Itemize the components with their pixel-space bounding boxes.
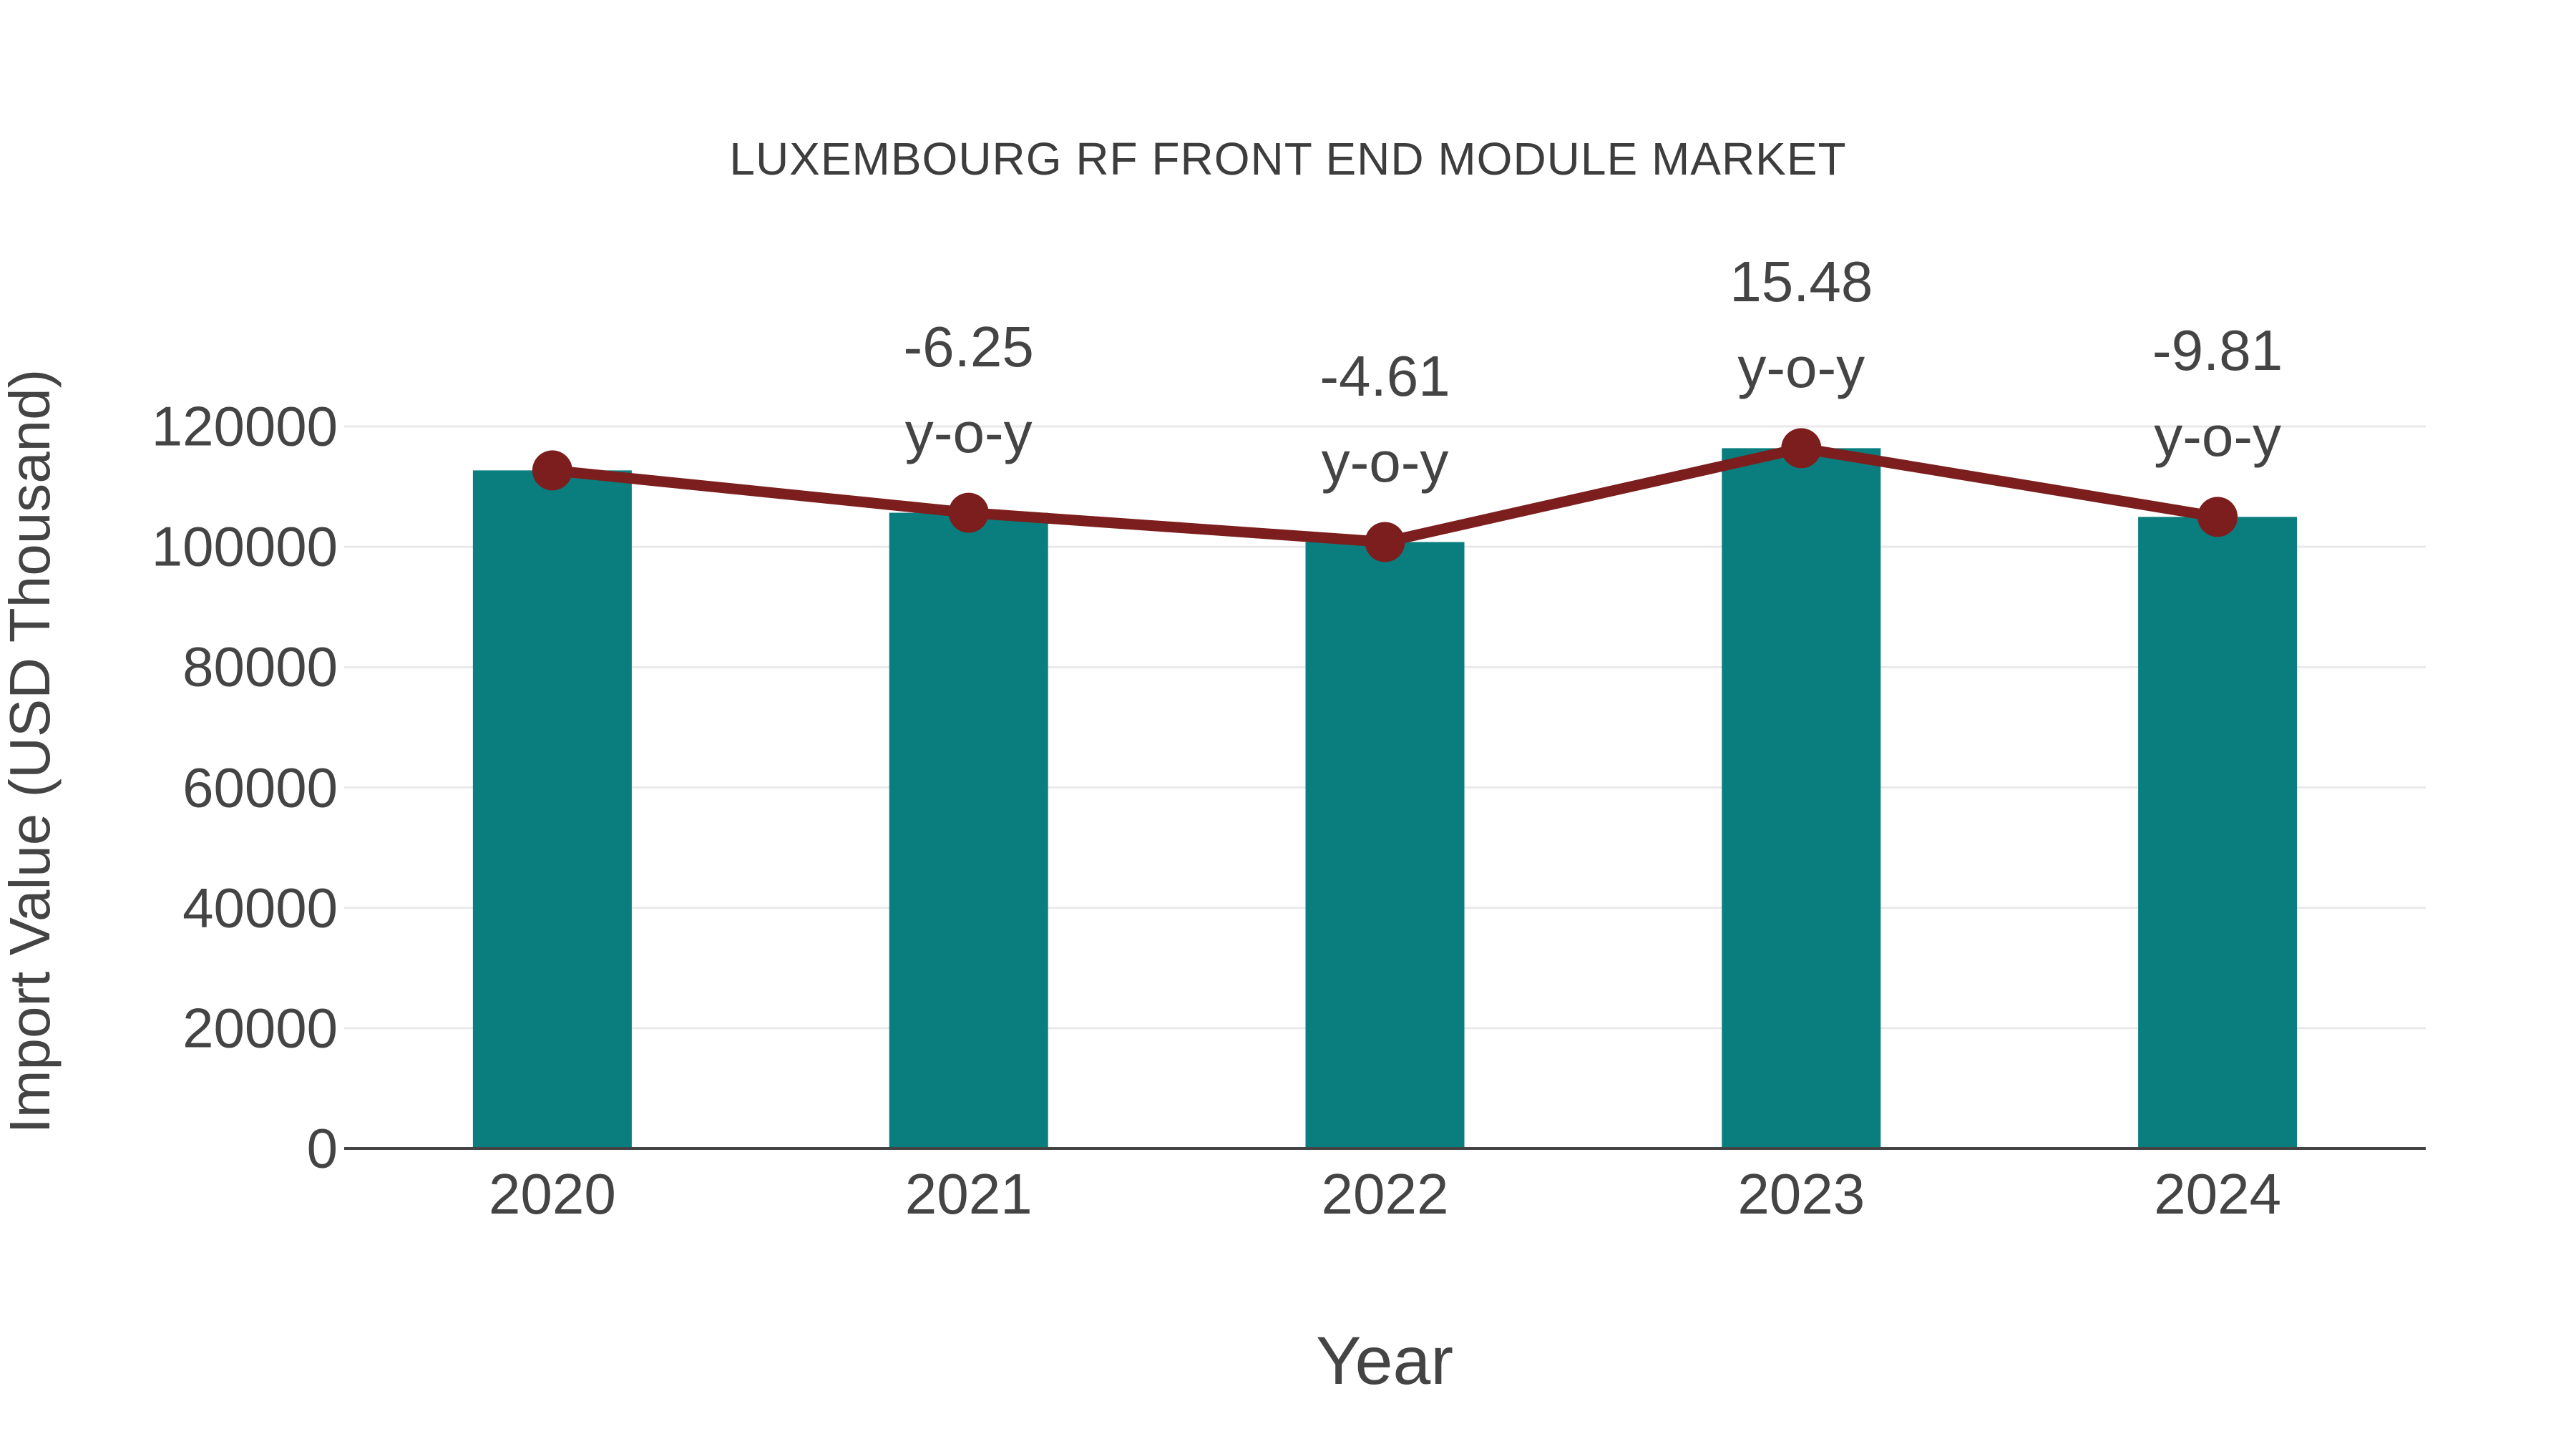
yoy-annotation-2021: -6.25 y-o-y xyxy=(904,304,1034,476)
yoy-value: -9.81 xyxy=(2152,318,2283,383)
trend-marker-2024 xyxy=(2197,497,2238,537)
y-axis-title: Import Value (USD Thousand) xyxy=(0,369,62,1134)
y-tick-label-120000: 120000 xyxy=(151,394,338,458)
y-tick-label-80000: 80000 xyxy=(182,635,338,698)
trend-marker-2023 xyxy=(1781,428,1822,469)
y-tick-label-0: 0 xyxy=(306,1116,338,1180)
chart-title: LUXEMBOURG RF FRONT END MODULE MARKET xyxy=(729,133,1847,185)
yoy-annotation-2024: -9.81 y-o-y xyxy=(2152,308,2283,479)
y-tick-label-40000: 40000 xyxy=(182,876,338,940)
trend-marker-2021 xyxy=(948,492,989,533)
y-tick-label-100000: 100000 xyxy=(151,514,338,578)
bar-2022 xyxy=(1305,542,1465,1148)
bar-2023 xyxy=(1722,448,1881,1148)
bar-2024 xyxy=(2138,517,2298,1148)
yoy-value: 15.48 xyxy=(1729,250,1873,314)
x-tick-label-2024: 2024 xyxy=(2154,1162,2282,1226)
x-tick-label-2023: 2023 xyxy=(1737,1162,1865,1226)
x-axis-title: Year xyxy=(1316,1323,1453,1399)
yoy-label: y-o-y xyxy=(904,400,1033,464)
x-tick-label-2021: 2021 xyxy=(904,1162,1033,1226)
trend-marker-2020 xyxy=(532,450,572,491)
trend-marker-2022 xyxy=(1365,522,1405,562)
yoy-value: -6.25 xyxy=(903,314,1034,379)
yoy-label: y-o-y xyxy=(1737,336,1865,400)
x-tick-label-2020: 2020 xyxy=(488,1162,616,1226)
bar-2021 xyxy=(889,512,1048,1148)
y-tick-label-20000: 20000 xyxy=(182,996,338,1060)
yoy-label: y-o-y xyxy=(1321,429,1449,494)
bar-2020 xyxy=(472,470,632,1148)
yoy-annotation-2022: -4.61 y-o-y xyxy=(1319,333,1450,505)
yoy-value: -4.61 xyxy=(1319,343,1450,408)
yoy-annotation-2023: 15.48 y-o-y xyxy=(1729,239,1873,411)
yoy-label: y-o-y xyxy=(2154,404,2281,469)
x-tick-label-2022: 2022 xyxy=(1321,1162,1449,1226)
y-tick-label-60000: 60000 xyxy=(182,756,338,819)
